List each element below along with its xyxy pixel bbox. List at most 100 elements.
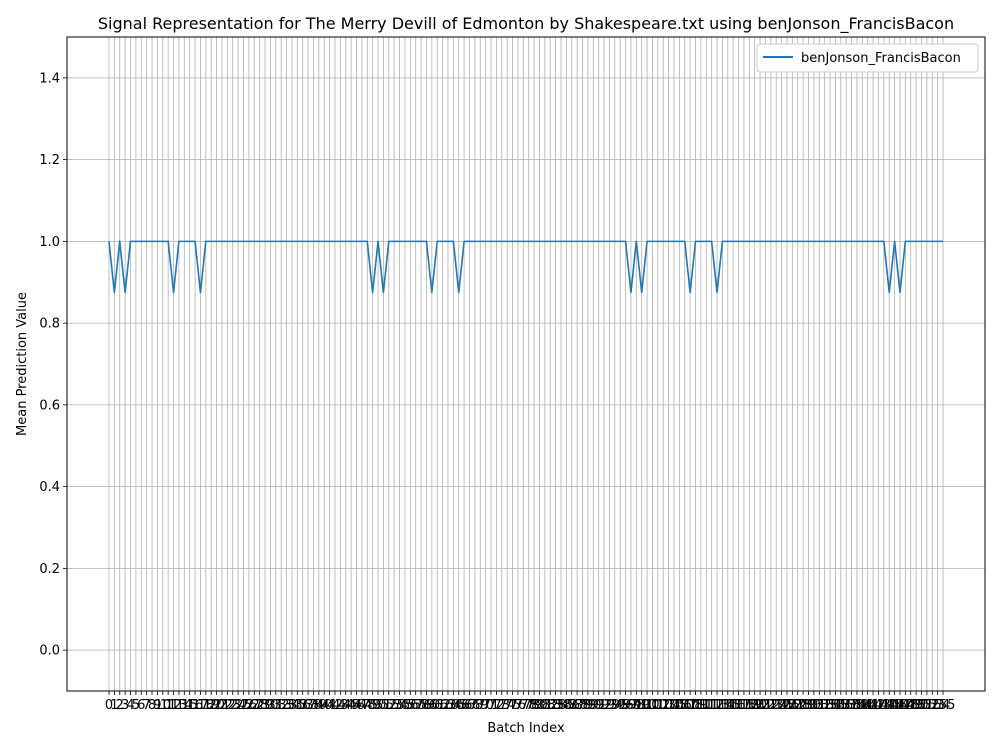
x-tick-label: 152 (914, 698, 939, 713)
x-tick-label: 9 (153, 698, 161, 713)
y-tick-label: 0.0 (39, 644, 60, 659)
x-tick-label: 47 (354, 698, 371, 713)
x-tick-label: 117 (726, 698, 751, 713)
x-tick-label: 95 (612, 698, 629, 713)
x-tick-label: 77 (515, 698, 532, 713)
x-tick-label: 37 (300, 698, 317, 713)
x-tick-label: 98 (628, 698, 645, 713)
x-tick-label: 111 (694, 698, 719, 713)
x-tick-label: 99 (633, 698, 650, 713)
y-tick-label: 0.8 (39, 317, 60, 332)
y-tick-label: 0.4 (39, 480, 60, 495)
x-tick-label: 129 (791, 698, 816, 713)
x-tick-label: 130 (796, 698, 821, 713)
x-tick-label: 148 (893, 698, 918, 713)
x-tick-label: 67 (461, 698, 478, 713)
x-tick-label: 106 (667, 698, 692, 713)
x-tick-label: 146 (882, 698, 907, 713)
x-tick-label: 46 (348, 698, 365, 713)
x-tick-label: 123 (758, 698, 783, 713)
x-tick-label: 137 (834, 698, 859, 713)
x-tick-label: 62 (434, 698, 451, 713)
x-tick-label: 19 (203, 698, 220, 713)
x-tick-label: 41 (321, 698, 338, 713)
x-tick-label: 142 (861, 698, 886, 713)
x-tick-label: 80 (531, 698, 548, 713)
x-tick-label: 103 (651, 698, 676, 713)
x-tick-label: 84 (553, 698, 570, 713)
x-tick-label: 92 (596, 698, 613, 713)
x-tick-label: 105 (662, 698, 687, 713)
x-tick-label: 64 (445, 698, 462, 713)
y-axis-label: Mean Prediction Value (15, 292, 30, 436)
x-tick-label: 140 (850, 698, 875, 713)
x-tick-label: 8 (148, 698, 156, 713)
x-tick-label: 153 (920, 698, 945, 713)
x-tick-label: 14 (176, 698, 193, 713)
y-tick-label: 0.6 (39, 398, 60, 413)
x-tick-label: 82 (542, 698, 559, 713)
x-tick-label: 89 (580, 698, 597, 713)
series-lines (108, 240, 944, 294)
x-tick-label: 15 (181, 698, 198, 713)
x-tick-label: 22 (219, 698, 236, 713)
x-tick-label: 78 (520, 698, 537, 713)
x-tick-label: 147 (888, 698, 913, 713)
x-tick-label: 115 (715, 698, 740, 713)
x-tick-label: 112 (699, 698, 724, 713)
x-tick-label: 108 (678, 698, 703, 713)
x-tick-label: 13 (171, 698, 188, 713)
x-tick-label: 45 (343, 698, 360, 713)
x-tick-label: 141 (855, 698, 880, 713)
x-tick-label: 38 (305, 698, 322, 713)
x-tick-label: 118 (732, 698, 757, 713)
x-tick-label: 44 (337, 698, 354, 713)
x-tick-label: 57 (407, 698, 424, 713)
x-tick-label: 121 (748, 698, 773, 713)
x-tick-label: 127 (780, 698, 805, 713)
x-tick-label: 144 (871, 698, 896, 713)
x-tick-label: 5 (132, 698, 140, 713)
y-tick-label: 0.2 (39, 562, 60, 577)
x-tick-label: 12 (165, 698, 182, 713)
x-tick-label: 68 (467, 698, 484, 713)
x-tick-label: 125 (769, 698, 794, 713)
x-tick-label: 3 (121, 698, 129, 713)
x-tick-label: 59 (418, 698, 435, 713)
x-tick-label: 23 (224, 698, 241, 713)
x-tick-label: 90 (585, 698, 602, 713)
x-tick-label: 31 (268, 698, 285, 713)
x-tick-label: 34 (284, 698, 301, 713)
x-tick-label: 76 (510, 698, 527, 713)
x-tick-label: 87 (569, 698, 586, 713)
legend: benJonson_FrancisBacon (756, 43, 979, 73)
x-tick-label: 58 (413, 698, 430, 713)
x-tick-label: 150 (904, 698, 929, 713)
x-tick-label: 138 (839, 698, 864, 713)
x-tick-label: 33 (278, 698, 295, 713)
x-tick-label: 94 (607, 698, 624, 713)
y-tick-label: 1.4 (39, 71, 60, 86)
x-tick-label: 29 (257, 698, 274, 713)
legend-entry: benJonson_FrancisBacon (801, 51, 961, 66)
x-tick-label: 135 (823, 698, 848, 713)
legend-box (756, 43, 979, 73)
x-tick-label: 97 (623, 698, 640, 713)
x-axis-label: Batch Index (487, 721, 565, 736)
x-tick-label: 155 (931, 698, 956, 713)
x-tick-label: 65 (450, 698, 467, 713)
x-tick-label: 75 (504, 698, 521, 713)
x-tick-label: 32 (273, 698, 290, 713)
x-tick-label: 51 (375, 698, 392, 713)
x-tick-label: 83 (547, 698, 564, 713)
x-tick-label: 81 (537, 698, 554, 713)
x-tick-label: 122 (753, 698, 778, 713)
x-tick-label: 154 (925, 698, 950, 713)
x-tick-label: 73 (494, 698, 511, 713)
x-tick-label: 132 (807, 698, 832, 713)
x-tick-label: 107 (672, 698, 697, 713)
x-tick-label: 28 (251, 698, 268, 713)
x-tick-label: 39 (311, 698, 328, 713)
x-tick-label: 4 (126, 698, 134, 713)
